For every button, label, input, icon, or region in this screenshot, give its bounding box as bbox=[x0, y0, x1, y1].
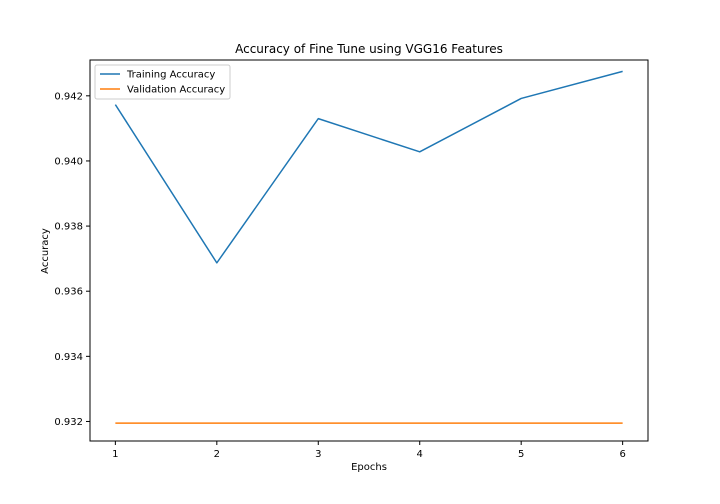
y-tick-label: 0.934 bbox=[54, 352, 83, 363]
x-tick-label: 1 bbox=[112, 449, 118, 460]
chart-title: Accuracy of Fine Tune using VGG16 Featur… bbox=[235, 42, 503, 56]
y-tick-label: 0.940 bbox=[54, 156, 83, 167]
x-tick-label: 5 bbox=[518, 449, 524, 460]
series-line-training-accuracy bbox=[114, 70, 623, 264]
y-axis: 0.932 0.934 0.936 0.938 0.940 0.942 bbox=[54, 91, 90, 428]
y-tick-label: 0.936 bbox=[54, 287, 83, 298]
plot-frame bbox=[89, 59, 649, 442]
legend-label: Training Accuracy bbox=[126, 70, 215, 81]
x-tick-label: 4 bbox=[417, 449, 423, 460]
legend: Training Accuracy Validation Accuracy bbox=[94, 64, 231, 100]
x-axis-label: Epochs bbox=[351, 462, 387, 473]
x-tick-label: 3 bbox=[315, 449, 321, 460]
legend-box bbox=[94, 64, 231, 100]
x-tick-label: 2 bbox=[214, 449, 220, 460]
x-axis: 1 2 3 4 5 6 bbox=[112, 441, 626, 460]
y-axis-label: Accuracy bbox=[40, 228, 51, 274]
y-tick-label: 0.942 bbox=[54, 91, 83, 102]
legend-label: Validation Accuracy bbox=[127, 85, 225, 96]
y-tick-label: 0.932 bbox=[54, 417, 83, 428]
x-tick-label: 6 bbox=[619, 449, 625, 460]
y-tick-label: 0.938 bbox=[54, 222, 83, 233]
plot-area bbox=[114, 70, 623, 424]
